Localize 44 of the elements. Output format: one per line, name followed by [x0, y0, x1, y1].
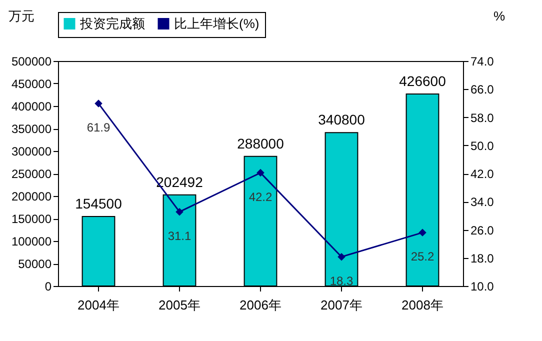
y-tick-label: 250000 — [11, 167, 52, 181]
y2-tick-label: 34.0 — [470, 195, 494, 210]
y2-tick-label: 74.0 — [470, 54, 494, 68]
x-tick-label: 2008年 — [402, 298, 444, 312]
x-tick-label: 2005年 — [158, 298, 200, 312]
data-label: 340800 — [318, 112, 366, 128]
y2-tick-label: 66.0 — [470, 82, 494, 97]
y-tick-label: 100000 — [11, 234, 52, 248]
data-label: 154500 — [75, 195, 122, 212]
legend-label: 投资完成额 — [79, 16, 145, 31]
x-tick-label: 2004年 — [78, 298, 120, 312]
legend-label: 比上年增长(%) — [174, 16, 260, 31]
y2-tick-label: 50.0 — [470, 138, 494, 153]
y-axis-title: 万元 — [8, 8, 34, 24]
y-tick-label: 400000 — [11, 100, 52, 114]
data-label: 426600 — [399, 73, 446, 90]
data-label: 31.1 — [168, 228, 192, 243]
y2-tick-label: 10.0 — [470, 280, 494, 294]
y-tick-label: 350000 — [11, 122, 52, 136]
y2-tick-label: 42.0 — [470, 167, 494, 181]
point — [338, 252, 346, 261]
data-label: 202492 — [156, 174, 204, 190]
data-label: 42.2 — [248, 190, 272, 204]
point — [176, 208, 184, 216]
data-label: 61.9 — [86, 120, 110, 135]
y-tick-label: 300000 — [11, 144, 52, 158]
data-label: 288000 — [237, 135, 284, 152]
y2-tick-label: 26.0 — [470, 223, 494, 238]
point — [418, 228, 426, 236]
y-tick-label: 500000 — [11, 54, 52, 68]
y2-axis-title: % — [494, 8, 506, 24]
y2-tick-label: 18.0 — [470, 251, 494, 266]
point — [256, 168, 264, 177]
y-tick-label: 0 — [44, 280, 52, 294]
y-tick-label: 450000 — [11, 77, 52, 91]
x-tick-label: 2006年 — [240, 298, 282, 312]
y-tick-label: 50000 — [18, 257, 52, 271]
data-label: 18.3 — [330, 274, 354, 288]
point — [94, 100, 102, 108]
x-tick-label: 2007年 — [320, 298, 362, 312]
y-tick-label: 200000 — [11, 190, 52, 204]
y2-tick-label: 58.0 — [470, 110, 494, 125]
data-label: 25.2 — [410, 250, 434, 264]
y-tick-label: 150000 — [11, 212, 52, 226]
